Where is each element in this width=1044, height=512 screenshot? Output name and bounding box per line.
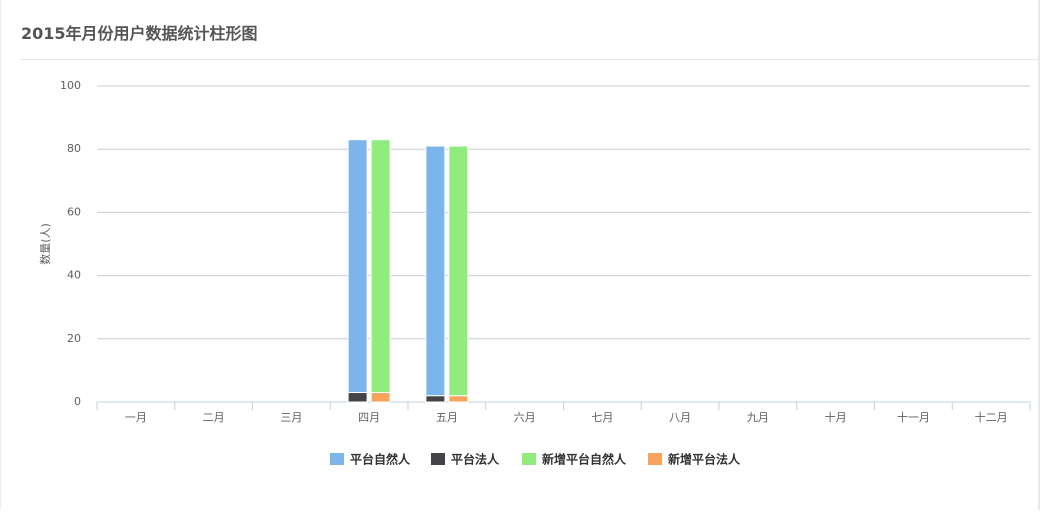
x-tick-label: 一月 [125,411,147,424]
bar-segment [448,145,469,397]
y-tick-label: 100 [60,79,81,92]
y-tick-label: 20 [67,332,81,345]
bar-segment [370,392,391,403]
x-tick-label: 十一月 [897,410,930,424]
x-tick-label: 七月 [591,411,613,424]
x-tick-label: 五月 [436,411,458,424]
x-tick-label: 十二月 [975,410,1008,424]
legend-label: 平台法人 [451,452,500,467]
y-tick-label: 40 [67,269,81,282]
legend-label: 平台自然人 [350,452,411,467]
x-tick-label: 六月 [514,411,536,424]
x-tick-label: 四月 [358,411,380,424]
bar-segment [425,145,446,397]
bar-segment [448,395,469,403]
legend-label: 新增平台法人 [668,452,741,467]
bar-segment [425,395,446,403]
y-tick-label: 80 [67,142,81,155]
x-tick-label: 九月 [747,411,769,424]
bar-segment [370,139,391,394]
legend-swatch [431,453,445,465]
bar-segment [347,392,368,403]
y-tick-label: 0 [74,395,81,408]
y-tick-label: 60 [67,205,81,218]
divider [21,59,1038,60]
x-tick-label: 八月 [669,411,691,424]
legend-swatch [522,453,536,465]
x-tick-label: 二月 [203,411,225,424]
legend-label: 新增平台自然人 [542,452,627,467]
legend-swatch [330,453,344,465]
x-tick-label: 三月 [280,411,302,424]
bar-segment [347,139,368,394]
y-axis-title: 数量(人) [39,223,52,265]
x-tick-label: 十月 [825,410,847,424]
chart-title: 2015年月份用户数据统计柱形图 [21,24,258,43]
legend-swatch [648,453,662,465]
